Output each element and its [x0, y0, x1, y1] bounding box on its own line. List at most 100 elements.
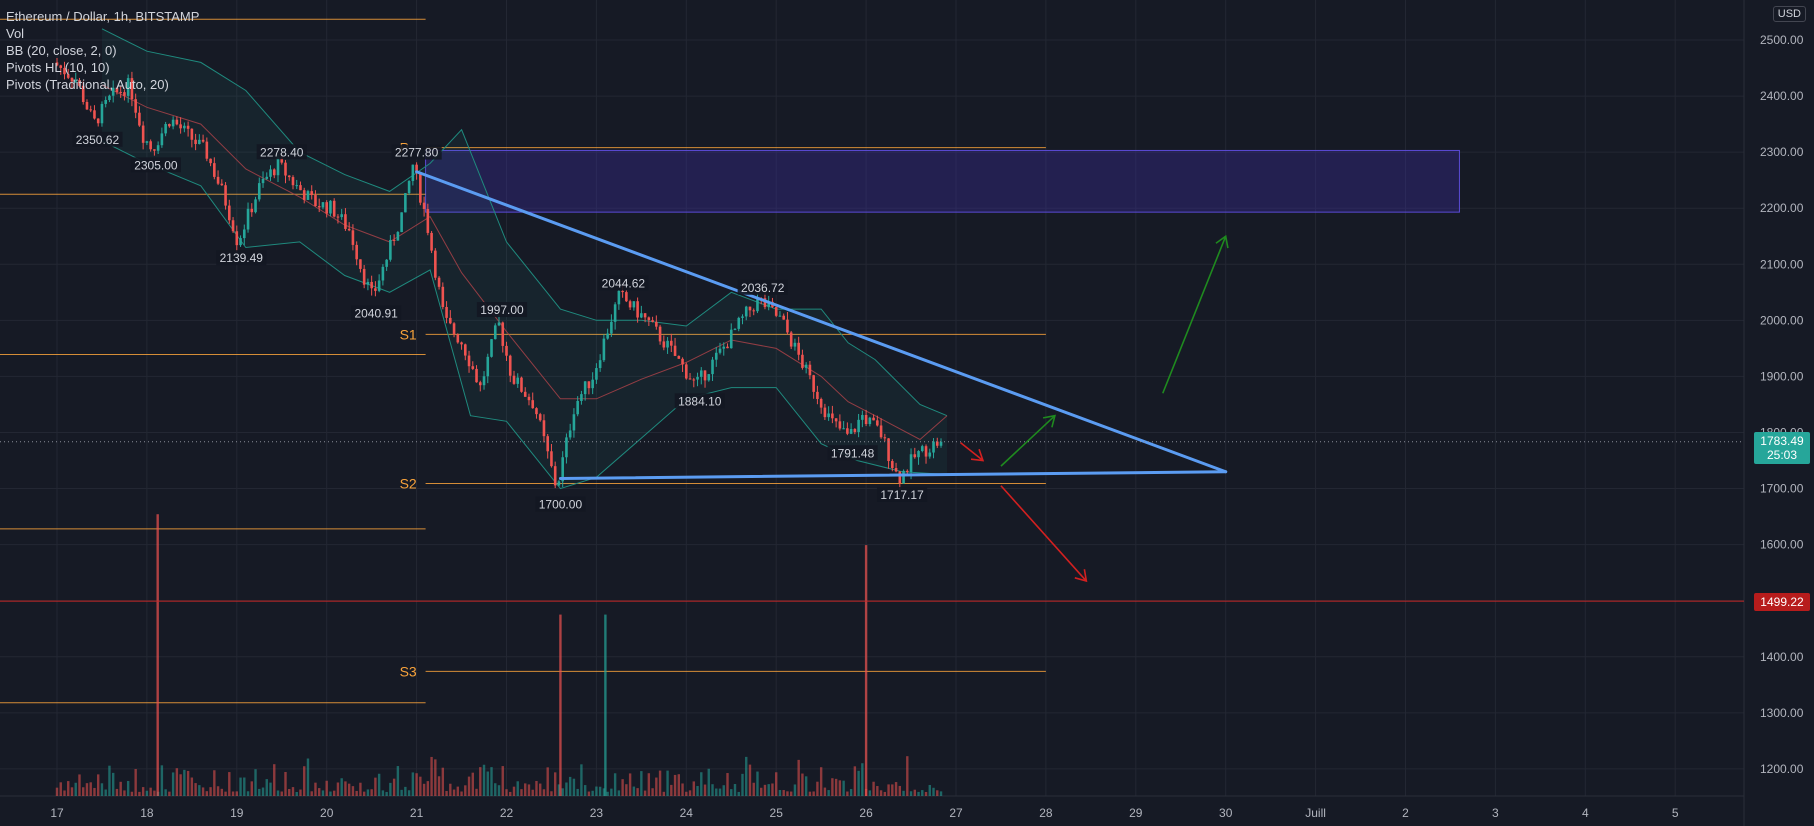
volume-bar — [464, 785, 467, 796]
candle-body — [81, 85, 85, 102]
volume-bar — [834, 778, 838, 796]
volume-bar — [209, 787, 212, 796]
volume-bar — [936, 790, 939, 796]
candle-body — [434, 250, 437, 278]
candle-body — [340, 214, 343, 218]
time-axis-tick: 22 — [500, 806, 514, 820]
volume-bar — [239, 777, 242, 796]
candle-body — [269, 169, 272, 177]
candle-body — [666, 340, 669, 348]
candle-body — [786, 319, 789, 333]
volume-bar — [377, 773, 381, 796]
candle-body — [392, 239, 396, 241]
volume-bar — [224, 791, 227, 796]
volume-bar — [134, 769, 137, 796]
volume-bar — [745, 756, 748, 796]
indicator-pivots-traditional[interactable]: Pivots (Traditional, Auto, 20) — [6, 77, 169, 92]
candle-body — [463, 344, 467, 356]
pivot-label-s1: S1 — [400, 326, 417, 342]
volume-bar — [340, 778, 343, 796]
volume-bar — [359, 782, 362, 796]
hl-label: 1700.00 — [539, 498, 583, 512]
candle-body — [924, 446, 928, 457]
candle-body — [778, 315, 782, 317]
time-axis-tick: 25 — [770, 806, 784, 820]
candle-body — [100, 103, 104, 124]
candle-body — [887, 438, 890, 462]
candle-body — [224, 185, 227, 206]
volume-bar — [819, 767, 823, 796]
volume-bar — [617, 790, 621, 796]
volume-bar — [887, 784, 890, 796]
hl-label: 2277.80 — [395, 146, 439, 160]
candle-body — [194, 139, 197, 145]
volume-bar — [621, 779, 624, 796]
hl-label-bg — [674, 393, 725, 409]
candle-body — [580, 394, 583, 402]
candle-body — [846, 428, 849, 434]
candle-body — [831, 413, 834, 419]
candle-body — [651, 320, 654, 322]
volume-bar — [909, 791, 913, 796]
volume-bar — [456, 786, 460, 796]
volume-bar — [715, 788, 718, 796]
candle-body — [201, 139, 205, 142]
volume-bar — [67, 781, 70, 796]
hl-label-bg — [72, 131, 123, 147]
volume-bar — [198, 785, 201, 796]
volume-bar — [804, 776, 808, 796]
volume-bar — [808, 791, 812, 796]
time-axis-tick: 28 — [1039, 806, 1053, 820]
volume-bar — [475, 788, 478, 796]
current-price-badge: 1783.49 25:03 — [1754, 432, 1810, 464]
hl-label-bg — [876, 486, 928, 502]
hl-label-bg — [351, 305, 402, 321]
candle-body — [861, 414, 864, 420]
candle-body — [111, 87, 115, 96]
indicator-volume[interactable]: Vol — [6, 26, 25, 41]
alert-price-badge[interactable]: 1499.22 — [1754, 593, 1810, 611]
volume-bar — [696, 786, 699, 796]
volume-bar — [141, 787, 145, 796]
volume-bar — [407, 790, 411, 796]
candle-body — [598, 360, 602, 369]
candle-body — [198, 139, 201, 145]
volume-bar — [434, 759, 437, 796]
candle-body — [213, 163, 216, 177]
volume-bar — [269, 782, 272, 796]
volume-bar — [336, 782, 340, 796]
indicator-bollinger[interactable]: BB (20, close, 2, 0) — [6, 43, 117, 58]
volume-bar — [655, 777, 658, 796]
candle-body — [115, 87, 119, 92]
hl-label: 1717.17 — [880, 488, 924, 502]
time-axis-tick: 3 — [1492, 806, 1499, 820]
hl-label: 2036.72 — [741, 281, 785, 295]
candle-body — [748, 306, 752, 311]
hl-label-bg — [256, 144, 307, 160]
candle-body — [306, 191, 310, 200]
currency-button[interactable]: USD — [1772, 6, 1806, 22]
volume-bar — [183, 769, 186, 796]
candle-body — [74, 80, 78, 82]
volume-bar — [130, 791, 134, 796]
time-axis-tick: 18 — [140, 806, 154, 820]
volume-bar — [737, 791, 740, 796]
candle-body — [565, 437, 568, 458]
candle-body — [636, 301, 639, 318]
volume-bar — [419, 776, 422, 796]
volume-bar — [535, 780, 538, 796]
pivot-label-s3: S3 — [400, 663, 417, 679]
candle-body — [310, 191, 314, 196]
volume-bar — [153, 790, 156, 796]
volume-bar — [213, 770, 216, 796]
volume-bar — [636, 788, 639, 796]
symbol-title[interactable]: Ethereum / Dollar, 1h, BITSTAMP — [6, 9, 200, 24]
candle-body — [531, 400, 535, 409]
candle-body — [160, 133, 164, 146]
indicator-pivots-hl[interactable]: Pivots HL (10, 10) — [6, 60, 110, 75]
candle-body — [138, 112, 141, 126]
volume-bar — [561, 788, 564, 796]
hl-label: 2278.40 — [260, 145, 304, 159]
